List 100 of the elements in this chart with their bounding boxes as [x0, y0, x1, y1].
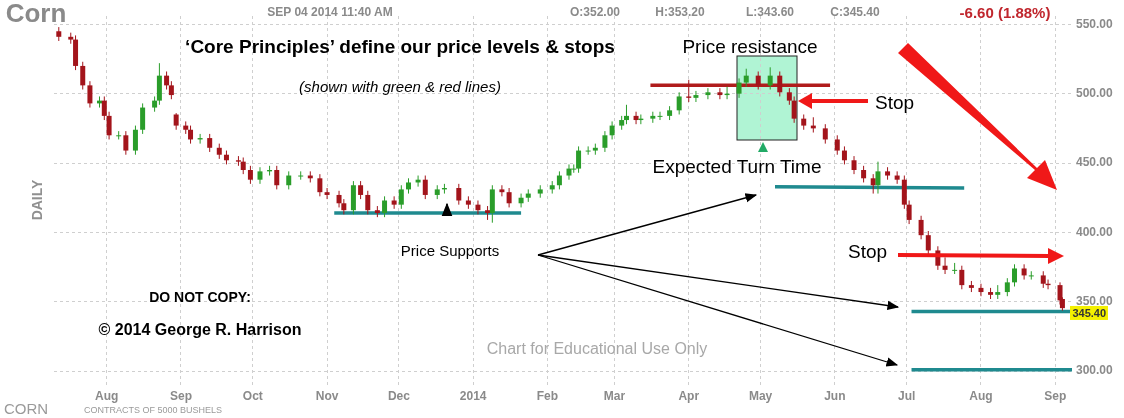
x-tick-label: Oct [242, 388, 263, 403]
candlestick [894, 170, 900, 185]
candlestick [925, 230, 931, 256]
candlestick [132, 125, 138, 156]
candlestick [188, 125, 194, 145]
candlestick [942, 256, 948, 275]
candlestick [1012, 263, 1018, 288]
candlestick [499, 184, 505, 197]
candlestick [851, 155, 857, 175]
x-tick-label: Jul [898, 388, 916, 403]
candlestick [777, 70, 783, 97]
y-tick-label: 500.00 [1076, 86, 1114, 100]
candlestick [398, 184, 404, 210]
candlestick [978, 283, 984, 297]
candlestick [257, 166, 263, 185]
x-tick-label: Aug [969, 388, 993, 403]
candlestick [657, 111, 663, 121]
candlestick [506, 187, 512, 208]
x-tick-label: Mar [603, 388, 626, 403]
candlestick [918, 215, 924, 240]
annotation: Price resistance [682, 35, 818, 58]
candlestick [952, 262, 958, 275]
candlestick [822, 123, 828, 145]
candlestick [80, 61, 86, 91]
candlestick [686, 79, 692, 103]
candlestick [959, 265, 965, 290]
annotation: Stop [875, 91, 915, 114]
candlestick [834, 134, 840, 156]
annotation: 345.40 [1070, 306, 1109, 321]
candlestick [391, 195, 397, 210]
annotation: -6.60 (1.88%) [959, 3, 1051, 22]
y-tick-label: 450.00 [1076, 155, 1114, 170]
x-tick-label: Nov [315, 388, 339, 403]
candlestick [358, 180, 364, 200]
annotation: © 2014 George R. Harrison [98, 321, 302, 339]
candlestick [1021, 263, 1027, 281]
annotation: ‘Core Principles’ define our price levels & stops [185, 35, 615, 58]
candlestick [1028, 270, 1034, 281]
candlestick [743, 68, 749, 88]
annotation: SEP 04 2014 11:40 AM [267, 5, 393, 20]
candlestick [140, 102, 146, 135]
candlestick [602, 130, 608, 153]
candlestick [164, 70, 170, 91]
candlestick [767, 66, 773, 91]
candlestick [456, 183, 462, 206]
y-tick-label: 300.00 [1076, 363, 1114, 378]
candlestick [382, 195, 388, 218]
annotation: O:352.00 [569, 5, 621, 20]
x-tick-label: Sep [169, 388, 192, 403]
candlestick [247, 165, 253, 185]
annotation: Price Supports [400, 241, 500, 260]
x-tick-label: Jun [824, 388, 846, 403]
candlestick [87, 80, 93, 109]
candlestick [566, 163, 572, 181]
candlestick [609, 120, 615, 140]
x-tick-label: May [748, 388, 773, 403]
candlestick [123, 130, 129, 156]
text: DAILY [29, 179, 46, 221]
candlestick [286, 170, 292, 190]
x-tick-label: Dec [387, 388, 411, 403]
x-tick-label: 2014 [459, 388, 487, 403]
candlestick [585, 145, 591, 156]
candlestick [633, 111, 639, 125]
candlestick [755, 70, 761, 91]
candlestick [791, 95, 797, 124]
candlestick [556, 170, 562, 190]
candlestick [736, 77, 742, 99]
y-tick-label: 350.00 [1076, 294, 1114, 309]
x-tick-label: Feb [536, 388, 559, 403]
x-tick-label: Apr [678, 388, 700, 403]
candlestick [274, 165, 280, 190]
candlestick [298, 170, 304, 181]
x-tick-label: Aug [95, 388, 119, 403]
candlestick [422, 175, 428, 200]
candlestick [1004, 277, 1010, 297]
candlestick [676, 91, 682, 115]
annotation: H:353.20 [655, 5, 705, 20]
candlestick [693, 90, 699, 103]
candlestick [207, 133, 213, 153]
candlestick [875, 161, 881, 195]
text: CORN [4, 399, 49, 418]
candlestick [717, 87, 723, 100]
annotation: L:343.60 [745, 5, 795, 20]
y-tick-label: 550.00 [1076, 16, 1114, 31]
annotation: Expected Turn Time [652, 155, 822, 178]
annotation: Stop [848, 240, 888, 263]
y-tick-label: 400.00 [1076, 224, 1114, 239]
annotation: DO NOT COPY: [149, 289, 251, 306]
candlestick [365, 190, 371, 215]
candlestick [623, 104, 629, 125]
text: CONTRACTS OF 5000 BUSHELS [84, 405, 223, 416]
candlestick [168, 80, 174, 100]
annotation: Chart for Educational Use Only [486, 340, 708, 358]
candlestick [317, 173, 323, 197]
candlestick [576, 145, 582, 174]
candlestick [841, 145, 847, 165]
annotation: C:345.40 [830, 5, 880, 20]
annotation: (shown with green & red lines) [299, 77, 501, 96]
candlestick [705, 87, 711, 100]
chart-title: Corn [5, 0, 67, 28]
